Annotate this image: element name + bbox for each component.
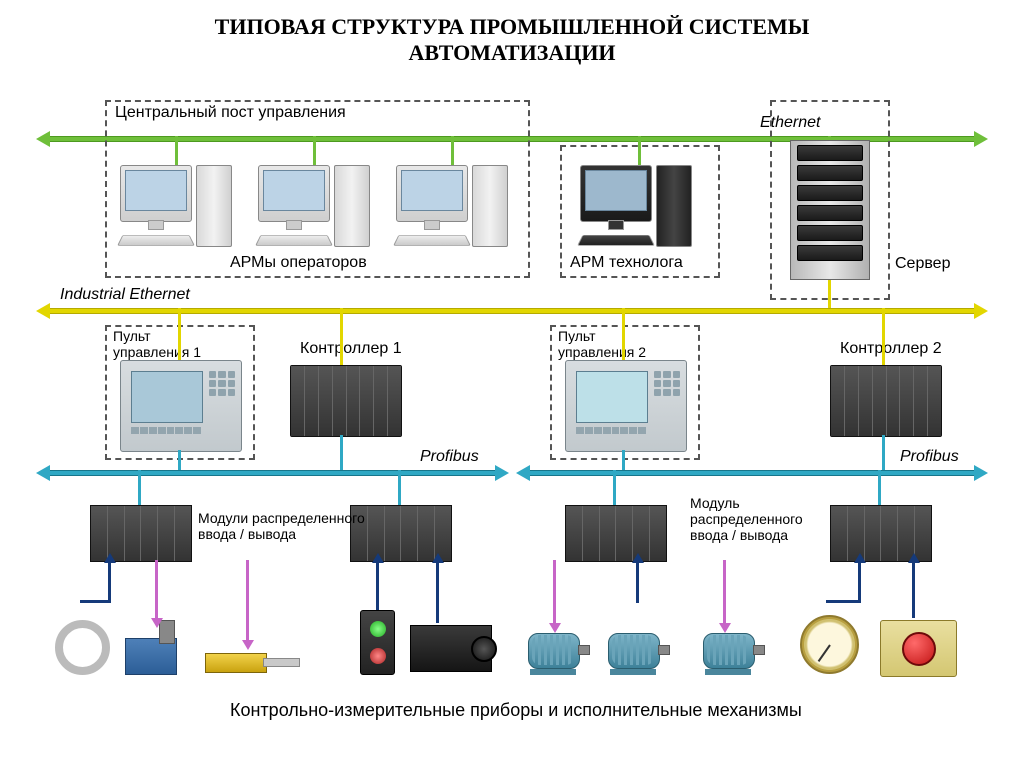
device-io-hline	[636, 600, 639, 603]
field-motor-2	[600, 625, 670, 675]
server-box	[770, 100, 890, 300]
profibus-left	[50, 470, 495, 476]
profibus-right-label: Profibus	[900, 448, 959, 466]
io-device-arrow	[553, 560, 556, 623]
device-io-arrow	[108, 563, 111, 600]
industrial-ethernet-bus	[50, 308, 974, 314]
device-io-arrow	[376, 563, 379, 610]
pb-io-drop	[398, 470, 401, 505]
operator-workstation-2	[258, 165, 378, 265]
device-io-hline	[80, 600, 111, 603]
arrow-up-icon	[632, 553, 644, 563]
panel1-label: Пульт управления 1	[113, 328, 201, 360]
device-io-hline	[826, 600, 861, 603]
pb-drop	[882, 435, 885, 470]
io-label-right: Модуль распределенного ввода / вывода	[690, 495, 803, 543]
io-device-arrow	[155, 560, 158, 618]
pb-drop	[178, 450, 181, 470]
operator-workstation-1	[120, 165, 240, 265]
plc-controller-1	[290, 365, 402, 437]
pb-io-drop	[138, 470, 141, 505]
io-device-arrow	[246, 560, 249, 640]
profibus-left-label: Profibus	[420, 448, 479, 466]
arrow-up-icon	[104, 553, 116, 563]
io-device-arrow	[723, 560, 726, 623]
device-io-arrow	[436, 563, 439, 623]
device-io-arrow	[636, 563, 639, 600]
field-gauge	[800, 615, 859, 674]
arrow-up-icon	[372, 553, 384, 563]
operator-workstation-3	[396, 165, 516, 265]
panel2-label: Пульт управления 2	[558, 328, 646, 360]
pb-io-drop	[878, 470, 881, 505]
arm-operators-label: АРМы операторов	[230, 254, 367, 272]
ie-drop	[622, 308, 625, 360]
field-estop	[880, 620, 957, 677]
controller1-label: Контроллер 1	[300, 340, 402, 358]
device-io-arrow	[858, 563, 861, 600]
field-camera	[410, 625, 492, 672]
arrow-down-icon	[151, 618, 163, 628]
server-label: Сервер	[895, 255, 950, 273]
ie-drop	[882, 308, 885, 365]
arrow-up-icon	[854, 553, 866, 563]
arrow-up-icon	[432, 553, 444, 563]
central-control-label: Центральный пост управления	[115, 104, 346, 122]
field-pushbutton-station	[360, 610, 395, 675]
field-devices-label: Контрольно-измерительные приборы и испол…	[230, 700, 802, 721]
pb-drop	[622, 450, 625, 470]
arrow-up-icon	[908, 553, 920, 563]
arrow-down-icon	[719, 623, 731, 633]
industrial-ethernet-label: Industrial Ethernet	[60, 286, 190, 304]
eth-drop	[175, 136, 178, 165]
arrow-down-icon	[242, 640, 254, 650]
pb-io-drop	[613, 470, 616, 505]
io-label-left: Модули распределенного ввода / вывода	[198, 510, 365, 542]
eth-to-ie-drop	[828, 280, 831, 308]
device-io-arrow	[912, 563, 915, 618]
controller2-label: Контроллер 2	[840, 340, 942, 358]
page-title: ТИПОВАЯ СТРУКТУРА ПРОМЫШЛЕННОЙ СИСТЕМЫ А…	[0, 14, 1024, 66]
ie-drop	[340, 308, 343, 365]
profibus-right	[530, 470, 974, 476]
eth-drop	[828, 136, 831, 140]
eth-drop	[313, 136, 316, 165]
field-sensor-ring	[55, 620, 110, 675]
arrow-down-icon	[549, 623, 561, 633]
eth-drop	[638, 136, 641, 165]
field-hydraulic-unit	[125, 620, 195, 675]
hmi-panel-1	[120, 360, 242, 452]
ie-drop	[178, 308, 181, 360]
hmi-panel-2	[565, 360, 687, 452]
pb-drop	[340, 435, 343, 470]
eth-drop	[451, 136, 454, 165]
plc-controller-2	[830, 365, 942, 437]
io-module-3	[565, 505, 667, 562]
